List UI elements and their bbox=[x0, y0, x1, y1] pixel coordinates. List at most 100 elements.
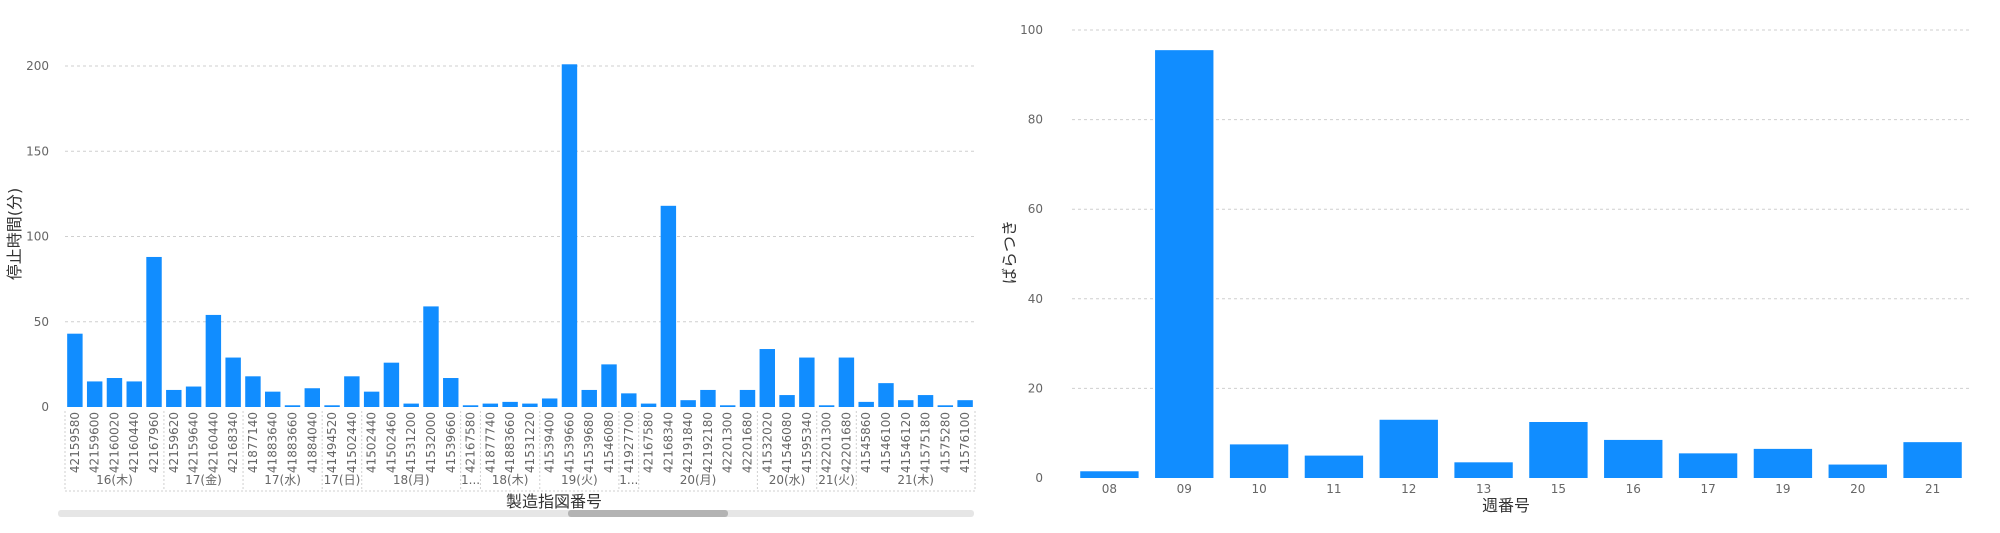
chart1-x-tick-label: 41884040 bbox=[305, 412, 319, 473]
chart2-x-tick-label: 17 bbox=[1700, 482, 1715, 496]
chart1-x-tick-label: 42167580 bbox=[464, 412, 478, 473]
chart1-x-tick-label: 41539680 bbox=[582, 412, 596, 473]
chart1-x-tick-label: 42192180 bbox=[701, 412, 715, 473]
chart2-bar bbox=[1229, 444, 1289, 478]
chart1-y-axis-title: 停止時間(分) bbox=[5, 188, 24, 281]
chart1-bar bbox=[423, 306, 439, 407]
chart1-group-label: 21(木) bbox=[897, 473, 934, 487]
chart2-bar bbox=[1454, 462, 1513, 478]
chart1-group-label: 20(水) bbox=[769, 473, 806, 487]
chart1-bar bbox=[185, 386, 202, 407]
chart1-bar bbox=[937, 405, 954, 407]
chart1-x-tick-label: 41502440 bbox=[365, 412, 379, 473]
chart1-bar bbox=[898, 400, 914, 407]
variance-by-week-chart: 週番号 ばらつき 0 20 40 60 80 100 08 09 10 11 12 13 15 16 17 1… bbox=[1000, 23, 1970, 515]
chart1-x-tick-label: 41539660 bbox=[562, 412, 576, 473]
chart1-x-tick-label: 41502440 bbox=[345, 412, 359, 473]
chart1-scrollbar-thumb[interactable] bbox=[568, 510, 728, 517]
chart1-bar bbox=[383, 362, 400, 407]
chart2-x-tick-label: 10 bbox=[1251, 482, 1266, 496]
chart1-x-tick-label: 41539660 bbox=[444, 412, 458, 473]
chart1-bar bbox=[265, 391, 281, 407]
chart1-x-tick-label: 41545860 bbox=[859, 412, 873, 473]
chart2-x-tick-label: 16 bbox=[1626, 482, 1641, 496]
chart1-group-label: 19(火) bbox=[561, 473, 598, 487]
chart1-group-label: 17(金) bbox=[185, 472, 222, 487]
chart1-x-tick-label: 42201300 bbox=[820, 412, 834, 473]
downtime-by-order-chart: 製造指図番号 停止時間(分) 0 50 100 150 200 42159580 42159… bbox=[5, 59, 976, 517]
chart1-bar bbox=[561, 64, 578, 408]
chart2-bar bbox=[1529, 422, 1588, 478]
chart1-x-tick-label: 41575180 bbox=[919, 412, 933, 473]
chart1-bar bbox=[482, 403, 499, 407]
chart1-x-tick-label: 41546100 bbox=[879, 412, 893, 473]
chart1-x-tick-label: 41494520 bbox=[325, 412, 339, 473]
chart2-bar bbox=[1080, 471, 1139, 478]
chart1-x-tick-label: 42160440 bbox=[127, 412, 141, 473]
chart1-x-tick-label: 42159640 bbox=[187, 412, 201, 473]
chart1-x-tick-label: 42159620 bbox=[167, 412, 181, 473]
chart1-bar bbox=[344, 376, 360, 407]
chart2-bar bbox=[1155, 50, 1214, 478]
chart1-bar bbox=[522, 403, 538, 407]
chart1-x-tick-label: 42160020 bbox=[107, 412, 121, 473]
chart1-x-tick-label: 41539400 bbox=[543, 412, 557, 473]
chart1-bar bbox=[818, 405, 835, 407]
chart1-y-tick-label: 150 bbox=[26, 144, 49, 158]
chart1-bar bbox=[601, 364, 617, 407]
chart1-bar bbox=[878, 383, 894, 407]
chart1-y-tick-label: 200 bbox=[26, 59, 49, 73]
chart1-x-tick-label: 42167960 bbox=[147, 412, 161, 473]
chart1-bar bbox=[166, 389, 182, 407]
chart1-y-tick-label: 50 bbox=[34, 315, 49, 329]
chart2-y-tick-label: 80 bbox=[1028, 113, 1043, 127]
chart1-bar bbox=[363, 391, 380, 407]
chart1-x-tick-label: 41877740 bbox=[483, 412, 497, 473]
chart1-bar bbox=[403, 403, 419, 407]
chart1-bar bbox=[502, 401, 518, 407]
chart1-x-tick-label: 42160440 bbox=[206, 412, 220, 473]
chart1-y-tick-label: 100 bbox=[26, 230, 49, 244]
chart1-bar bbox=[621, 393, 637, 407]
chart1-x-tick-label: 41531220 bbox=[523, 412, 537, 473]
chart2-x-tick-label: 12 bbox=[1401, 482, 1416, 496]
chart2-y-tick-label: 0 bbox=[1035, 471, 1043, 485]
chart2-y-tick-label: 100 bbox=[1020, 23, 1043, 37]
chart1-x-tick-label: 41546080 bbox=[602, 412, 616, 473]
chart2-y-tick-label: 40 bbox=[1028, 292, 1043, 306]
chart2-x-tick-label: 21 bbox=[1925, 482, 1940, 496]
chart1-x-tick-label: 41532000 bbox=[424, 412, 438, 473]
chart1-bar bbox=[304, 388, 320, 407]
chart2-y-tick-label: 20 bbox=[1028, 381, 1043, 395]
chart1-x-tick-label: 42191840 bbox=[681, 412, 695, 473]
chart1-bar bbox=[67, 333, 83, 407]
chart1-x-tick-label: 41532020 bbox=[760, 412, 774, 473]
chart1-x-tick-label: 42159600 bbox=[88, 412, 102, 473]
chart1-x-tick-label: 41546120 bbox=[899, 412, 913, 473]
chart1-scrollbar-track[interactable] bbox=[58, 510, 974, 517]
chart1-bar bbox=[640, 403, 657, 407]
chart1-bar bbox=[462, 405, 479, 407]
chart1-bar bbox=[86, 381, 103, 407]
chart2-bar bbox=[1828, 464, 1887, 478]
chart1-group-label: 21(火) bbox=[818, 473, 855, 487]
chart1-group-label: 18(木) bbox=[492, 473, 529, 487]
chart1-x-tick-label: 42168340 bbox=[226, 412, 240, 473]
chart2-bar bbox=[1678, 453, 1738, 478]
chart1-x-tick-label: 42167580 bbox=[642, 412, 656, 473]
chart2-bar bbox=[1604, 439, 1663, 478]
chart1-x-tick-label: 42201680 bbox=[839, 412, 853, 473]
chart1-x-tick-label: 41595340 bbox=[800, 412, 814, 473]
chart1-x-tick-label: 41877140 bbox=[246, 412, 260, 473]
chart1-bar bbox=[106, 378, 123, 407]
chart2-x-tick-label: 20 bbox=[1850, 482, 1865, 496]
chart2-x-tick-label: 15 bbox=[1551, 482, 1566, 496]
chart2-y-axis-title: ばらつき bbox=[1000, 220, 1019, 284]
chart1-x-tick-label: 41883660 bbox=[286, 412, 300, 473]
chart2-bar bbox=[1379, 419, 1438, 478]
chart1-x-tick-label: 41575280 bbox=[938, 412, 952, 473]
chart1-bar bbox=[146, 256, 162, 407]
chart1-group-label: 20(月) bbox=[680, 473, 717, 487]
chart1-bar bbox=[759, 349, 775, 407]
